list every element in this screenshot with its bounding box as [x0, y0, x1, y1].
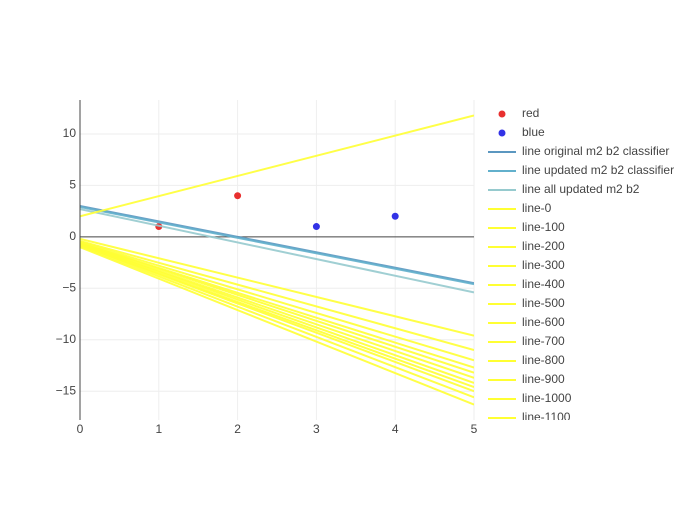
series-line — [80, 245, 474, 399]
y-tick-label: −15 — [56, 383, 77, 397]
legend-label[interactable]: line-600 — [522, 315, 565, 329]
x-tick-label: 4 — [392, 422, 399, 436]
legend-symbol — [498, 110, 506, 118]
series-line — [80, 242, 474, 374]
series-line — [80, 244, 474, 393]
y-tick-label: 5 — [69, 178, 76, 192]
legend-label[interactable]: line-100 — [522, 220, 565, 234]
legend-label[interactable]: line-400 — [522, 277, 565, 291]
legend-label[interactable]: line updated m2 b2 classifier — [522, 163, 674, 177]
data-point — [234, 192, 242, 200]
legend-label[interactable]: line original m2 b2 classifier — [522, 144, 669, 158]
legend-label[interactable]: red — [522, 106, 539, 120]
x-tick-label: 2 — [234, 422, 241, 436]
legend-label[interactable]: line-300 — [522, 258, 565, 272]
series-line — [80, 237, 474, 337]
x-tick-label: 1 — [155, 422, 162, 436]
legend-label[interactable]: blue — [522, 125, 545, 139]
series-line — [80, 246, 474, 406]
y-tick-label: −10 — [56, 332, 77, 346]
series-line — [80, 114, 474, 218]
legend-label[interactable]: line-200 — [522, 239, 565, 253]
legend-label[interactable]: line-900 — [522, 372, 565, 386]
legend[interactable]: red blue line original m2 b2 classifier lin… — [488, 106, 674, 424]
y-tick-label: −5 — [62, 280, 76, 294]
legend-label[interactable]: line-800 — [522, 353, 565, 367]
series-line — [80, 206, 474, 286]
x-tick-label: 0 — [77, 422, 84, 436]
data-point — [312, 223, 320, 231]
y-tick-label: 0 — [69, 229, 76, 243]
series-line — [80, 241, 474, 362]
y-tick-label: 10 — [63, 126, 77, 140]
legend-label[interactable]: line-700 — [522, 334, 565, 348]
legend-label[interactable]: line-0 — [522, 201, 552, 215]
x-tick-label: 3 — [313, 422, 320, 436]
data-point — [391, 212, 399, 220]
legend-label[interactable]: line all updated m2 b2 — [522, 182, 640, 196]
legend-symbol — [498, 129, 506, 137]
plot-area — [80, 114, 474, 406]
series-line — [80, 208, 474, 294]
legend-label[interactable]: line-1100 — [522, 410, 571, 424]
legend-label[interactable]: line-1000 — [522, 391, 572, 405]
axes: 0 1 2 3 4 5 −15 −10 −5 0 5 10 — [56, 100, 478, 436]
series-line — [80, 204, 474, 285]
series-line — [80, 240, 474, 351]
x-tick-label: 5 — [471, 422, 478, 436]
legend-label[interactable]: line-500 — [522, 296, 565, 310]
series-line — [80, 243, 474, 384]
